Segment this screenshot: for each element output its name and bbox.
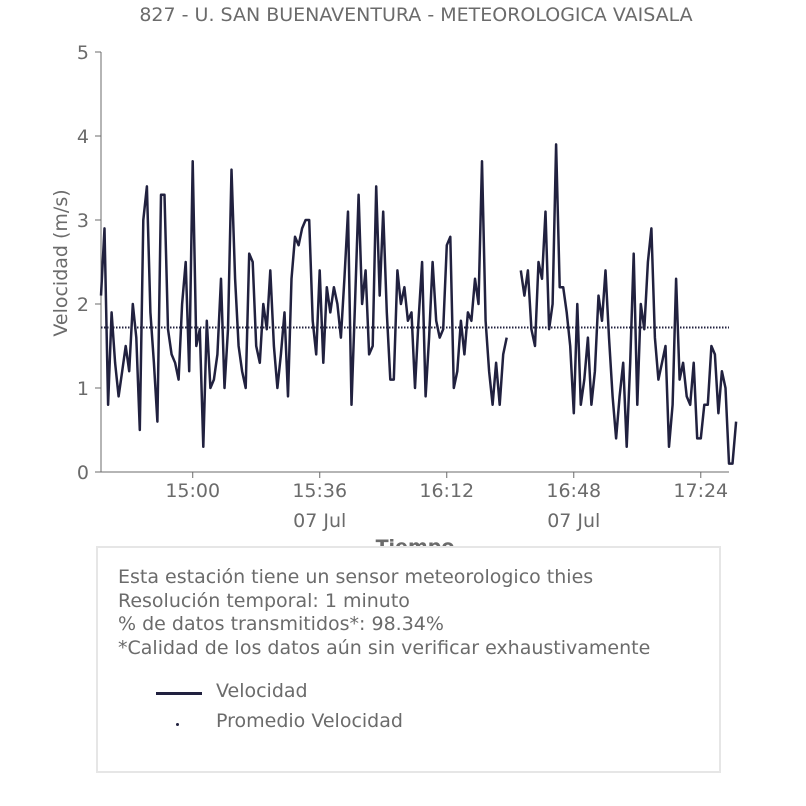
legend-label-promedio: Promedio Velocidad — [216, 710, 403, 732]
info-line-sensor: Esta estación tiene un sensor meteorolog… — [118, 566, 594, 588]
info-text: Esta estación tiene un sensor meteorolog… — [118, 566, 650, 660]
series-velocidad-line — [519, 143, 738, 465]
legend-dot-swatch — [176, 723, 179, 726]
legend-label-velocidad: Velocidad — [216, 680, 308, 702]
info-line-resolution: Resolución temporal: 1 minuto — [118, 589, 410, 612]
x-axis-ticks: 15:00 15:36 07 Jul 16:12 16:48 07 Jul 17:24 — [165, 472, 728, 532]
x-tick-label: 16:12 — [419, 480, 474, 502]
legend-line-swatch — [156, 692, 202, 695]
x-tick-date-label: 07 Jul — [293, 510, 346, 532]
plot-area — [99, 143, 738, 465]
y-axis-label: Velocidad (m/s) — [50, 189, 72, 336]
series-velocidad-line — [99, 159, 508, 449]
y-axis-ticks: 0 1 2 3 4 5 — [77, 42, 101, 484]
x-tick-label: 16:48 — [546, 480, 601, 502]
x-tick-date-label: 07 Jul — [547, 510, 600, 532]
y-tick-label: 4 — [77, 126, 89, 148]
y-tick-label: 0 — [77, 462, 89, 484]
info-box: Esta estación tiene un sensor meteorolog… — [96, 546, 721, 773]
x-tick-label: 15:00 — [165, 480, 220, 502]
chart-title: 827 - U. SAN BUENAVENTURA - METEOROLOGIC… — [139, 4, 692, 26]
y-tick-label: 1 — [77, 378, 89, 400]
y-tick-label: 5 — [77, 42, 89, 64]
info-line-quality-note: *Calidad de los datos aún sin verificar … — [118, 636, 651, 659]
y-tick-label: 2 — [77, 294, 89, 316]
chart: 827 - U. SAN BUENAVENTURA - METEOROLOGIC… — [50, 4, 738, 546]
info-line-transmitted: % de datos transmitidos*: 98.34% — [118, 613, 444, 635]
x-tick-label: 15:36 — [292, 480, 347, 502]
x-tick-label: 17:24 — [673, 480, 728, 502]
x-axis-label: Tiempo — [376, 536, 455, 546]
y-tick-label: 3 — [77, 210, 89, 232]
